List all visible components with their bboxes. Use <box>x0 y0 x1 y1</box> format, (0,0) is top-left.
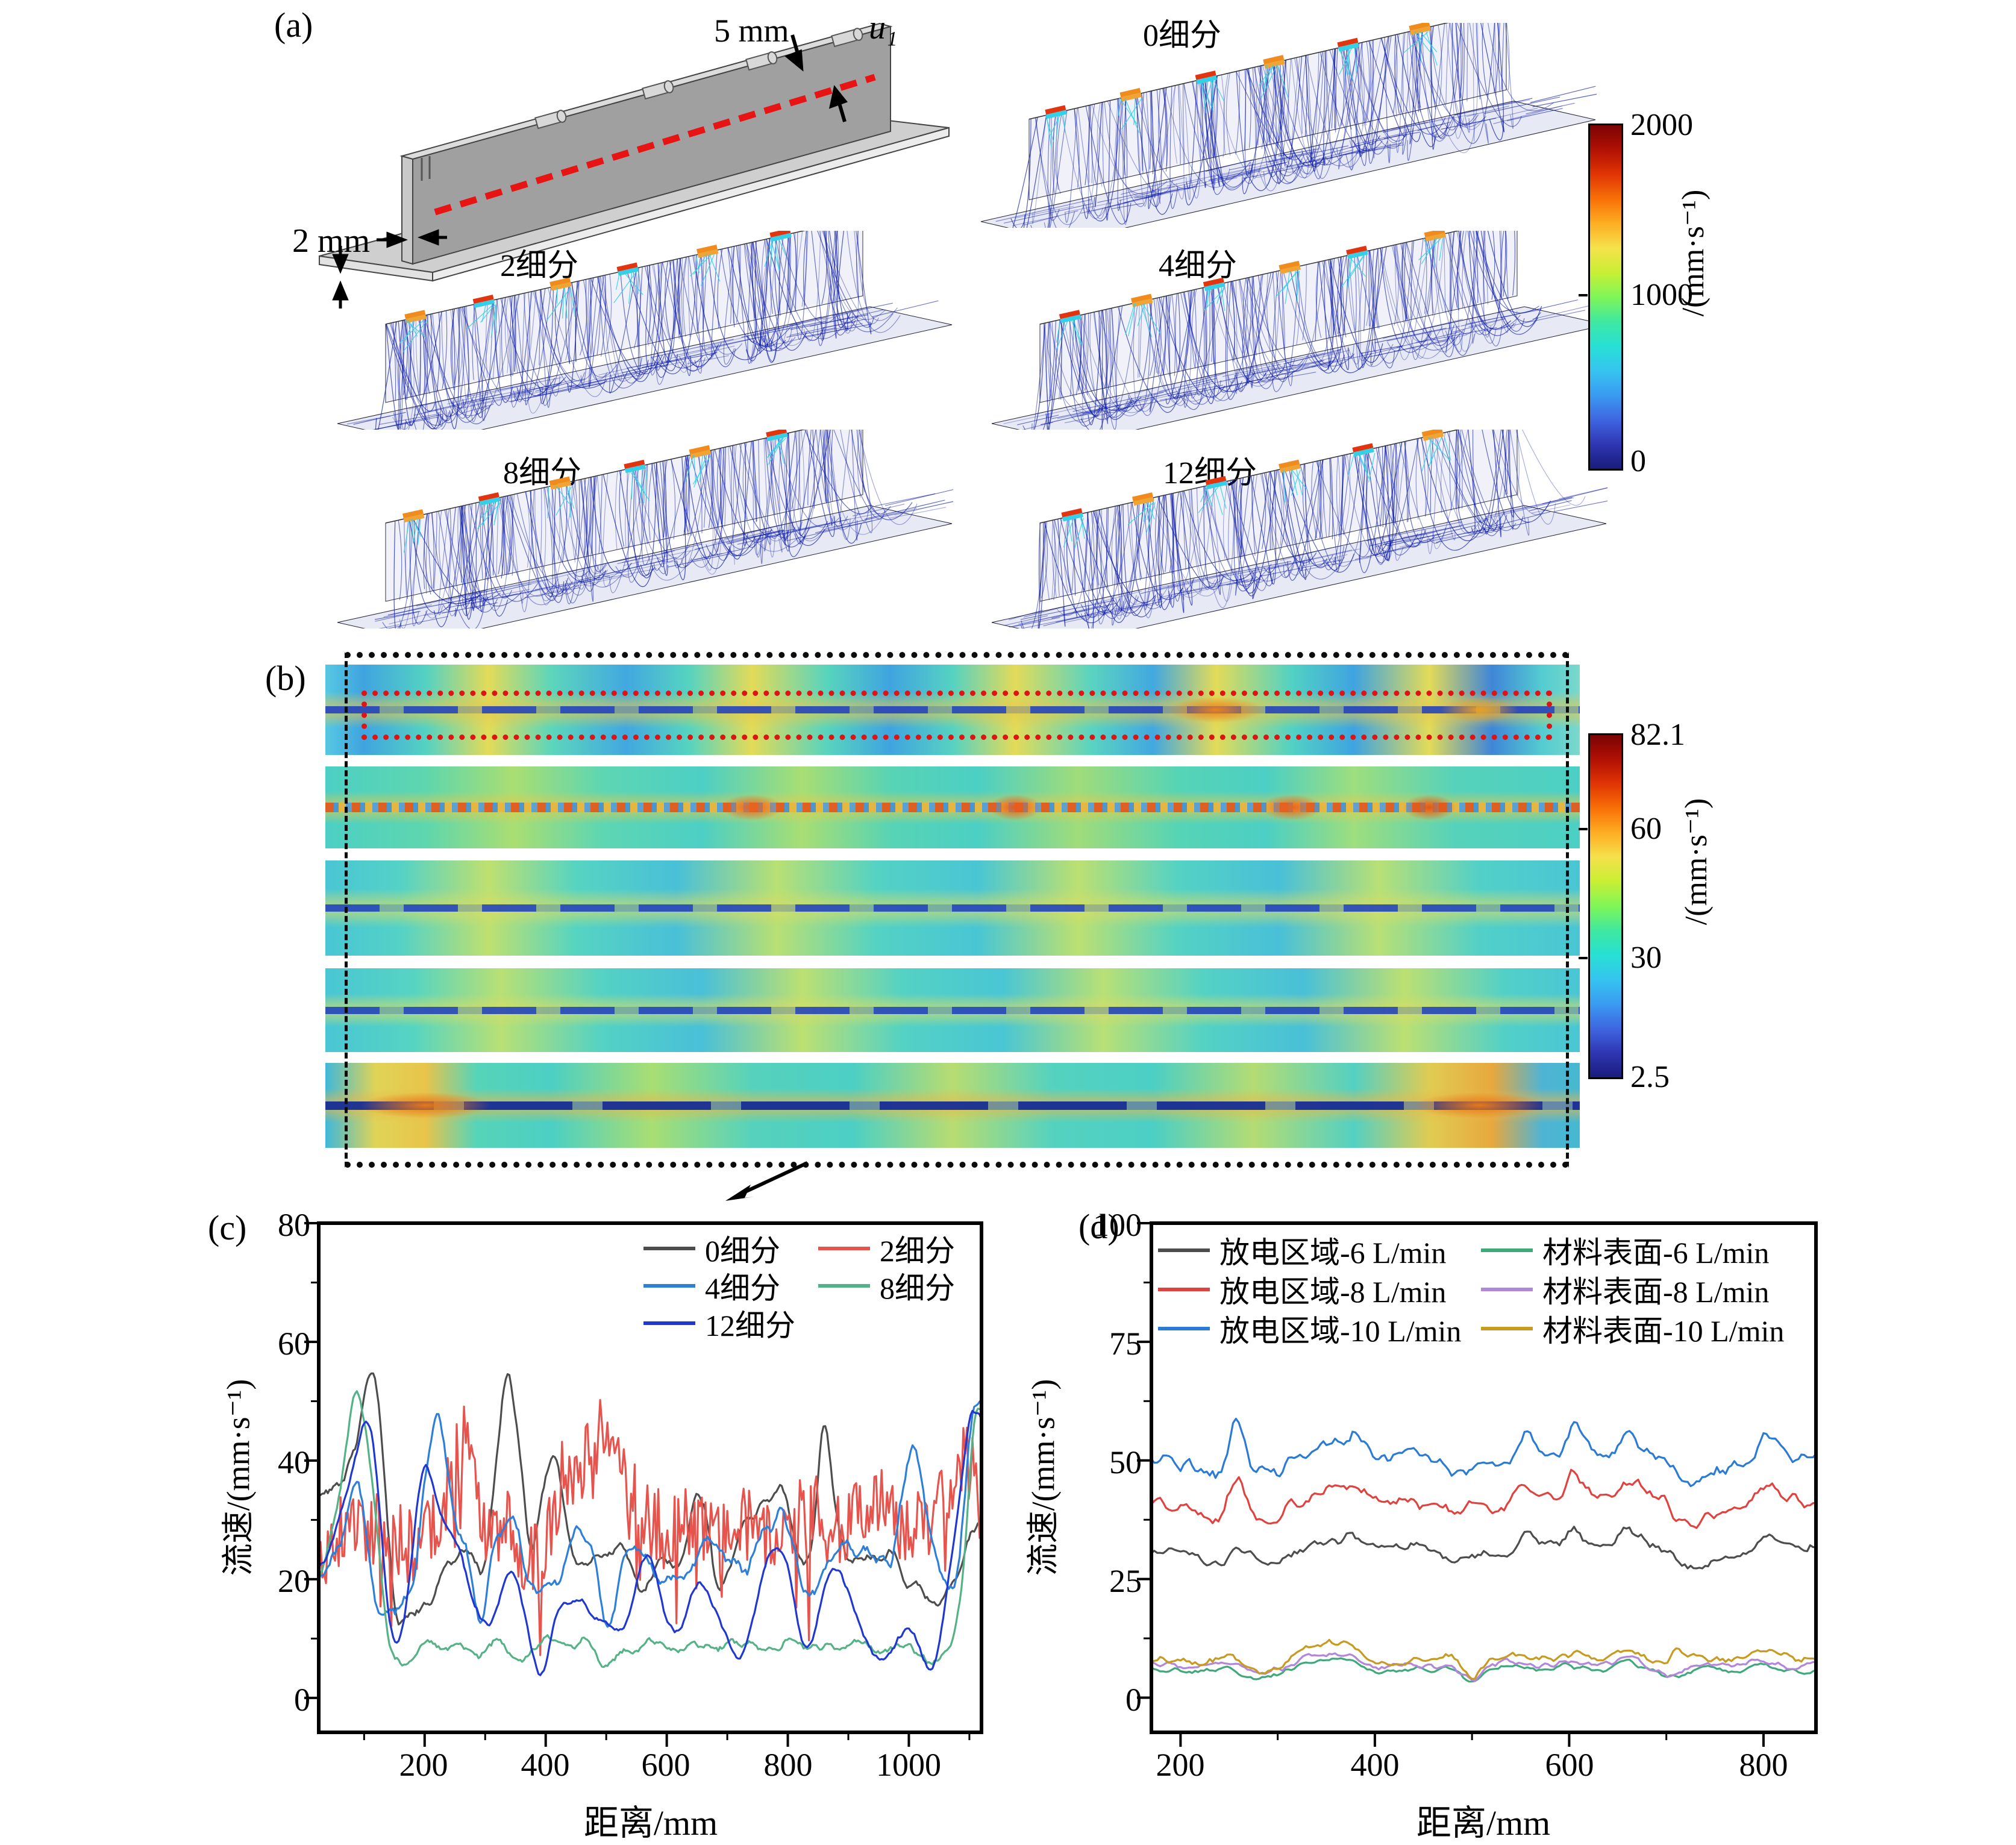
d-xlabel: 距离/mm <box>1417 1794 1550 1845</box>
c-ytick-0: 0 <box>232 1681 310 1718</box>
streamline-plot-2 <box>333 231 953 430</box>
legend-line-2xifen <box>818 1247 870 1250</box>
legend-label: 材料表面-8 L/min <box>1542 1268 1769 1311</box>
legend-label: 材料表面-6 L/min <box>1542 1229 1769 1272</box>
legend-line-surface-6 <box>1481 1248 1533 1252</box>
legend-item: 放电区域-6 L/min <box>1158 1233 1446 1268</box>
colorbar-a-min: 0 <box>1630 443 1646 479</box>
c-ytick-80: 80 <box>232 1206 310 1244</box>
legend-item: 放电区域-8 L/min <box>1158 1272 1446 1307</box>
legend-line-4xifen <box>643 1284 695 1288</box>
legend-item: 放电区域-10 L/min <box>1158 1311 1461 1346</box>
legend-label: 材料表面-10 L/min <box>1542 1307 1784 1350</box>
colorbar-b-60: 60 <box>1630 811 1662 847</box>
c-xlabel: 距离/mm <box>584 1794 718 1845</box>
legend-item: 0细分 <box>643 1231 780 1266</box>
d-xtick-400: 400 <box>1315 1746 1435 1784</box>
legend-item: 8细分 <box>818 1268 955 1303</box>
d-xtick-600: 600 <box>1509 1746 1630 1784</box>
legend-item: 4细分 <box>643 1268 780 1303</box>
colorbar-b-tick-30 <box>1579 957 1588 959</box>
legend-item: 材料表面-6 L/min <box>1481 1233 1769 1268</box>
colorbar-b-max: 82.1 <box>1630 717 1685 753</box>
legend-line-surface-8 <box>1481 1288 1533 1291</box>
legend-line-discharge-8 <box>1158 1288 1210 1291</box>
legend-line-discharge-10 <box>1158 1327 1210 1330</box>
legend-label: 放电区域-10 L/min <box>1219 1307 1461 1350</box>
streamline-plot-4 <box>987 231 1607 430</box>
colorbar-a-unit: /(mm·s⁻¹) <box>1675 190 1711 317</box>
legend-line-0xifen <box>643 1247 695 1250</box>
d-xtick-800: 800 <box>1703 1746 1824 1784</box>
d-ytick-100: 100 <box>1063 1206 1142 1244</box>
legend-label: 放电区域-6 L/min <box>1219 1229 1446 1272</box>
c-ylabel: 流速/(mm·s⁻¹) <box>211 1379 259 1576</box>
selection-box-red <box>362 691 1552 740</box>
d-xtick-200: 200 <box>1120 1746 1241 1784</box>
d-ytick-25: 25 <box>1063 1562 1142 1600</box>
colorbar-a-tick <box>1579 294 1588 296</box>
d-ylabel: 流速/(mm·s⁻¹) <box>1016 1379 1064 1576</box>
colorbar-a <box>1588 124 1623 471</box>
legend-item: 2细分 <box>818 1231 955 1266</box>
colorbar-b-30: 30 <box>1630 940 1662 976</box>
c-xtick-800: 800 <box>728 1746 848 1784</box>
legend-item: 材料表面-10 L/min <box>1481 1311 1784 1346</box>
colorbar-b-min: 2.5 <box>1630 1059 1670 1095</box>
c-ytick-60: 60 <box>232 1325 310 1362</box>
colorbar-b-tick-60 <box>1579 828 1588 830</box>
legend-label: 8细分 <box>880 1264 955 1308</box>
legend-line-surface-10 <box>1481 1327 1533 1330</box>
colorbar-b <box>1588 733 1623 1079</box>
legend-item: 12细分 <box>643 1306 795 1341</box>
d-ytick-0: 0 <box>1063 1681 1142 1718</box>
legend-line-discharge-6 <box>1158 1248 1210 1252</box>
c-xtick-1000: 1000 <box>848 1746 969 1784</box>
d-ytick-50: 50 <box>1063 1444 1142 1481</box>
streamline-plot-8 <box>333 430 953 628</box>
d-ytick-75: 75 <box>1063 1325 1142 1362</box>
c-xtick-200: 200 <box>363 1746 484 1784</box>
legend-label: 12细分 <box>705 1302 795 1345</box>
streamline-plot-12 <box>987 430 1607 628</box>
streamline-plot-0 <box>976 23 1597 228</box>
colorbar-a-max: 2000 <box>1630 107 1693 143</box>
c-xtick-600: 600 <box>606 1746 726 1784</box>
u1-label: u₁ <box>869 8 897 47</box>
c-xtick-400: 400 <box>485 1746 606 1784</box>
legend-item: 材料表面-8 L/min <box>1481 1272 1769 1307</box>
legend-line-8xifen <box>818 1284 870 1288</box>
dim-5mm-label: 5 mm <box>714 12 789 49</box>
colorbar-b-unit: /(mm·s⁻¹) <box>1678 798 1714 926</box>
legend-line-12xifen <box>643 1321 695 1325</box>
legend-label: 放电区域-8 L/min <box>1219 1268 1446 1311</box>
panel-b-label: (b) <box>265 658 306 698</box>
